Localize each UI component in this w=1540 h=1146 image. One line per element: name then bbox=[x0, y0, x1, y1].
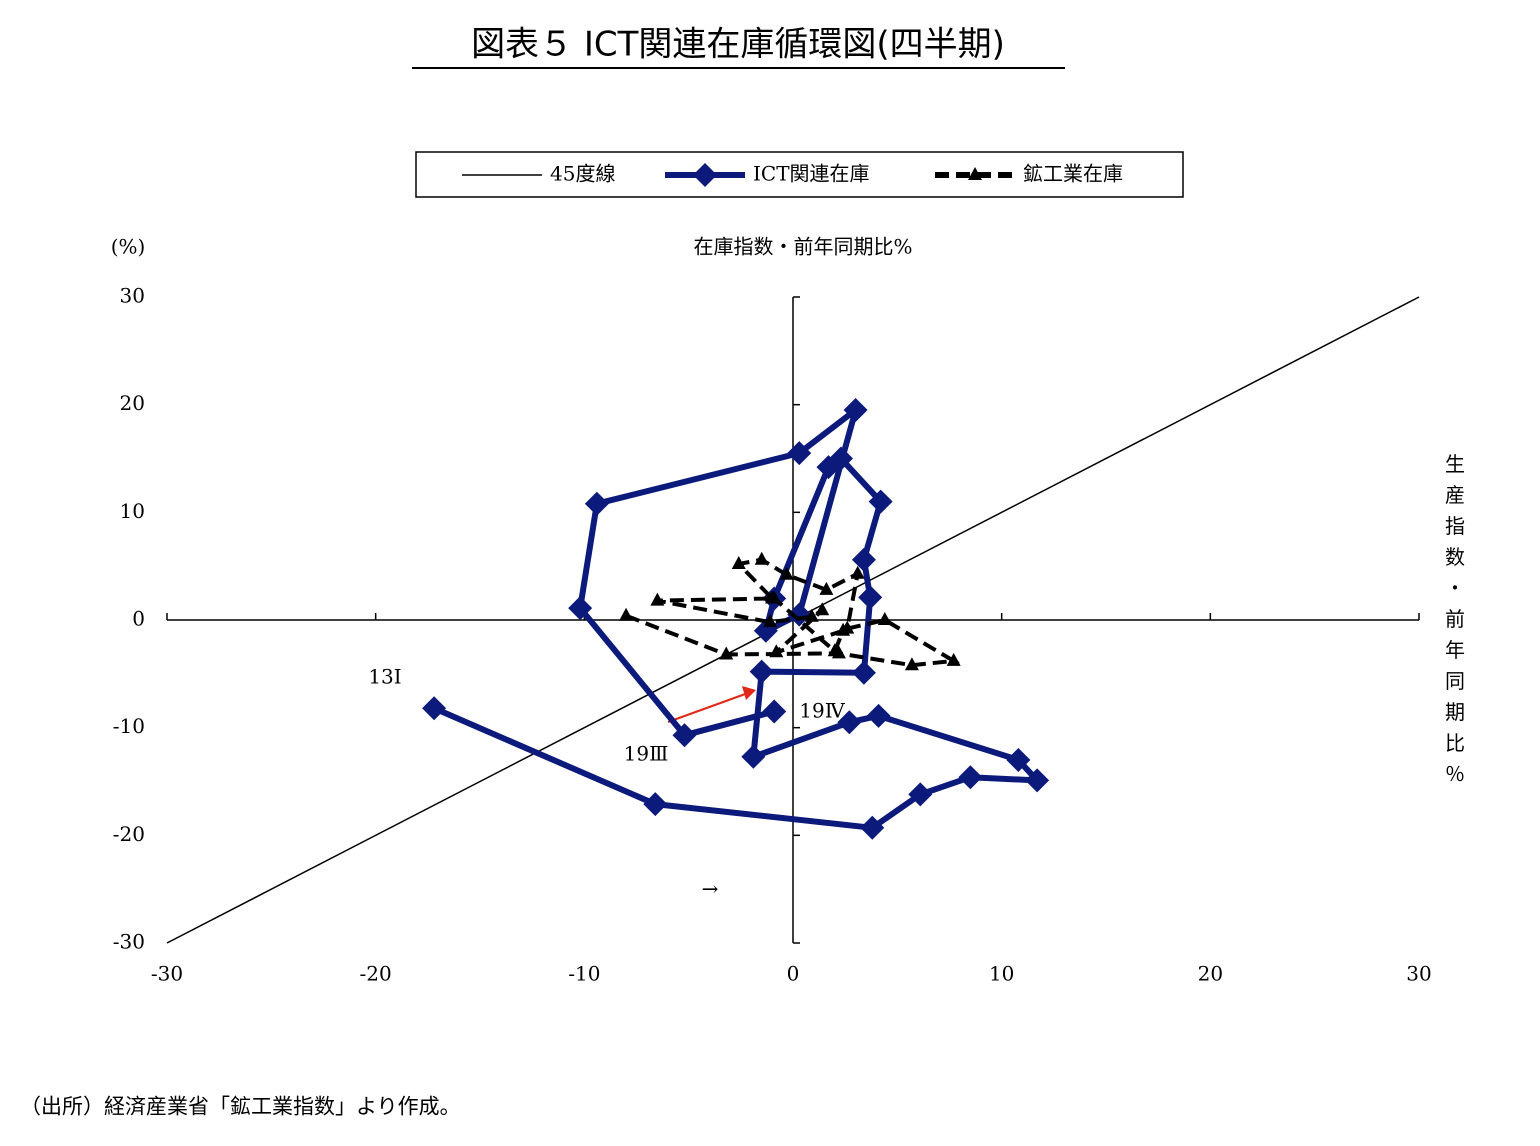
point-marker bbox=[1025, 768, 1050, 793]
point-marker bbox=[815, 602, 830, 616]
point-marker bbox=[650, 592, 665, 606]
x-tick-label: -20 bbox=[360, 962, 392, 986]
annotation: 19Ⅳ bbox=[799, 699, 845, 723]
point-marker bbox=[946, 652, 961, 666]
point-marker bbox=[819, 581, 834, 595]
point-marker bbox=[767, 590, 782, 604]
x-tick-label: -30 bbox=[151, 962, 183, 986]
legend-box bbox=[415, 151, 1184, 198]
point-marker bbox=[754, 551, 769, 565]
point-marker bbox=[762, 699, 787, 724]
legend-item: ICT関連在庫 bbox=[665, 162, 870, 186]
point-marker bbox=[719, 646, 734, 660]
point-marker bbox=[619, 607, 634, 621]
point-marker bbox=[584, 491, 609, 516]
legend-item: 鉱工業在庫 bbox=[935, 162, 1123, 186]
y-tick-label: 10 bbox=[120, 499, 145, 523]
y-unit: (%) bbox=[111, 235, 146, 259]
y-tick-label: -30 bbox=[113, 930, 145, 954]
point-marker bbox=[851, 547, 876, 572]
y-tick-label: 20 bbox=[120, 391, 145, 415]
x-tick-label: 30 bbox=[1406, 962, 1431, 986]
point-marker bbox=[741, 744, 766, 769]
point-marker bbox=[804, 608, 819, 622]
point-marker bbox=[827, 643, 842, 657]
point-marker bbox=[787, 441, 812, 466]
point-marker bbox=[568, 596, 593, 621]
point-marker bbox=[763, 614, 778, 628]
y-tick-label: -20 bbox=[113, 822, 145, 846]
point-marker bbox=[904, 657, 919, 671]
point-marker bbox=[422, 696, 447, 721]
x-axis-label: 在庫指数・前年同期比% bbox=[693, 235, 912, 259]
point-marker bbox=[877, 612, 892, 625]
point-marker bbox=[836, 622, 851, 636]
series-line bbox=[432, 407, 1041, 831]
point-marker bbox=[860, 815, 885, 840]
annotation: → bbox=[702, 877, 719, 901]
x-tick-label: 10 bbox=[989, 962, 1014, 986]
point-marker bbox=[851, 660, 876, 685]
point-marker bbox=[837, 710, 862, 735]
point-marker bbox=[643, 792, 668, 817]
x-tick-label: -10 bbox=[568, 962, 600, 986]
point-marker bbox=[868, 489, 893, 514]
x-tick-label: 0 bbox=[787, 962, 800, 986]
legend-marker bbox=[693, 163, 717, 187]
point-marker bbox=[958, 765, 983, 790]
point-marker bbox=[866, 703, 891, 728]
legend-marker bbox=[968, 167, 982, 180]
point-marker bbox=[1006, 747, 1031, 772]
legend-label: 45度線 bbox=[550, 162, 615, 186]
point-marker bbox=[850, 565, 865, 579]
y-tick-label: 0 bbox=[132, 607, 145, 631]
point-marker bbox=[908, 782, 933, 807]
annotation: 19Ⅲ bbox=[624, 742, 669, 766]
chart-title: 図表５ ICT関連在庫循環図(四半期) bbox=[471, 25, 1005, 65]
point-marker bbox=[731, 556, 746, 570]
point-marker bbox=[858, 585, 883, 610]
point-marker bbox=[787, 602, 812, 627]
x-tick-label: 20 bbox=[1198, 962, 1223, 986]
source-note: （出所）経済産業省「鉱工業指数」より作成。 bbox=[20, 1095, 461, 1119]
point-marker bbox=[843, 398, 868, 423]
point-marker bbox=[749, 659, 774, 684]
point-marker bbox=[779, 566, 794, 580]
legend-label: ICT関連在庫 bbox=[753, 162, 870, 186]
arrow-head bbox=[742, 686, 756, 700]
annotation: 13Ⅰ bbox=[368, 665, 401, 689]
legend-label: 鉱工業在庫 bbox=[1023, 162, 1123, 186]
legend-item: 45度線 bbox=[462, 162, 615, 186]
point-marker bbox=[769, 644, 784, 658]
y-tick-label: -10 bbox=[113, 714, 145, 738]
point-marker bbox=[672, 723, 697, 748]
arrow bbox=[667, 692, 749, 723]
y-tick-label: 30 bbox=[120, 284, 145, 308]
y-axis-label: 生産指数・前年同期比％ bbox=[1445, 452, 1465, 786]
point-marker bbox=[816, 455, 841, 480]
